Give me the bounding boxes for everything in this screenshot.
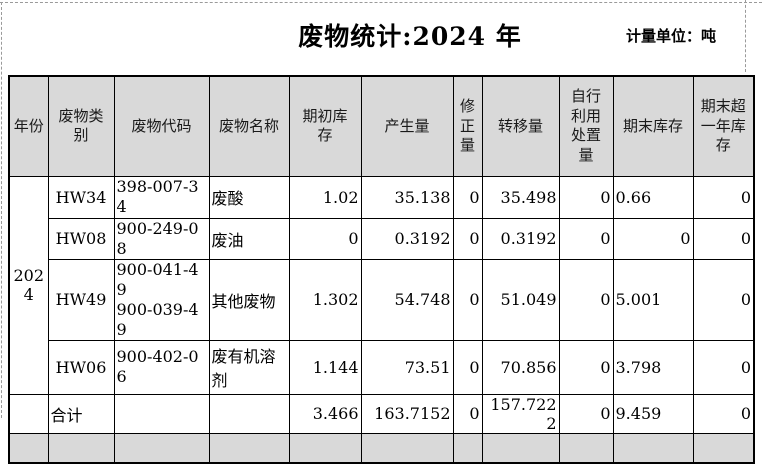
cell-total-transferred[interactable]: 157.7222 (481, 393, 560, 434)
header-self-disposal-amount[interactable]: 自行 利用 处置 量 (558, 75, 614, 177)
cell-closing[interactable]: 3.798 (612, 339, 694, 395)
header-waste-category[interactable]: 废物类 别 (47, 75, 115, 177)
cell-opening[interactable]: 1.302 (288, 258, 362, 341)
cell-opening[interactable]: 1.144 (288, 339, 362, 395)
cell-self-disposed[interactable]: 0 (558, 339, 614, 395)
print-area-top-dashed-line (0, 2, 762, 3)
cell-name[interactable]: 废酸 (208, 175, 290, 219)
cell-closing-over-one-year[interactable]: 0 (692, 339, 755, 395)
cell-category[interactable]: HW06 (47, 339, 115, 395)
cell-closing[interactable]: 0 (612, 217, 694, 260)
table-row: HW06 900-402-06 废有机溶剂 1.144 73.51 0 70.8… (9, 339, 755, 395)
cell-corrected[interactable]: 0 (452, 175, 483, 219)
cell-total-opening[interactable]: 3.466 (288, 393, 362, 434)
cell-closing[interactable]: 5.001 (612, 258, 694, 341)
table-row: HW08 900-249-08 废油 0 0.3192 0 0.3192 0 0… (9, 217, 755, 260)
cell-code[interactable]: 900-041-49 900-039-49 (113, 258, 210, 341)
page-break-dashed-line (745, 0, 746, 72)
cell-category[interactable]: HW08 (47, 217, 115, 260)
cell-generated[interactable]: 35.138 (360, 175, 454, 219)
empty-cell[interactable] (360, 432, 454, 464)
header-transferred-amount[interactable]: 转移量 (481, 75, 560, 177)
cell-opening[interactable]: 0 (288, 217, 362, 260)
empty-cell[interactable] (208, 432, 290, 464)
cell-total-corrected[interactable]: 0 (452, 393, 483, 434)
cell-code[interactable]: 900-249-08 (113, 217, 210, 260)
empty-cell[interactable] (288, 432, 362, 464)
cell-name[interactable]: 其他废物 (208, 258, 290, 341)
cell-generated[interactable]: 0.3192 (360, 217, 454, 260)
cell-total-self-disposed[interactable]: 0 (558, 393, 614, 434)
cell-corrected[interactable]: 0 (452, 258, 483, 341)
header-correction-amount[interactable]: 修 正 量 (452, 75, 483, 177)
cell-opening[interactable]: 1.02 (288, 175, 362, 219)
cell-corrected[interactable]: 0 (452, 339, 483, 395)
unit-label: 计量单位：吨 (626, 27, 717, 45)
cell-generated[interactable]: 73.51 (360, 339, 454, 395)
cell-closing-over-one-year[interactable]: 0 (692, 217, 755, 260)
cell-closing-over-one-year[interactable]: 0 (692, 175, 755, 219)
empty-cell[interactable] (558, 432, 614, 464)
empty-cell[interactable] (452, 432, 483, 464)
header-closing-over-one-year[interactable]: 期末超 一年库 存 (692, 75, 755, 177)
header-closing-stock[interactable]: 期末库存 (612, 75, 694, 177)
header-waste-code[interactable]: 废物代码 (113, 75, 210, 177)
empty-cell[interactable] (47, 432, 115, 464)
table-row: HW49 900-041-49 900-039-49 其他废物 1.302 54… (9, 258, 755, 341)
cell-closing-over-one-year[interactable]: 0 (692, 258, 755, 341)
header-year[interactable]: 年份 (8, 75, 49, 177)
empty-cell[interactable] (8, 432, 49, 464)
total-row: 合计 3.466 163.7152 0 157.7222 0 9.459 0 (8, 393, 755, 434)
cell-closing[interactable]: 0.66 (612, 175, 694, 219)
header-generated-amount[interactable]: 产生量 (360, 75, 454, 177)
cell-name[interactable]: 废油 (208, 217, 290, 260)
cell-name[interactable]: 废有机溶剂 (208, 339, 290, 395)
cell-generated[interactable]: 54.748 (360, 258, 454, 341)
cell-total-closing[interactable]: 9.459 (612, 393, 694, 434)
cell-self-disposed[interactable]: 0 (558, 217, 614, 260)
cell-code[interactable]: 398-007-34 (113, 175, 210, 219)
cell-self-disposed[interactable]: 0 (558, 258, 614, 341)
header-waste-name[interactable]: 废物名称 (208, 75, 290, 177)
cell-total-closing-over-one-year[interactable]: 0 (692, 393, 755, 434)
cell-total-generated[interactable]: 163.7152 (360, 393, 454, 434)
empty-cell[interactable] (481, 432, 560, 464)
page-title: 废物统计:2024 年 (298, 22, 522, 51)
empty-cell[interactable] (692, 432, 755, 464)
empty-bottom-row (8, 432, 755, 464)
cell-total-label[interactable]: 合计 (47, 393, 115, 434)
cell-corrected[interactable]: 0 (452, 217, 483, 260)
cell-year[interactable]: 2024 (8, 175, 49, 395)
header-row: 年份 废物类 别 废物代码 废物名称 期初库 存 产生量 修 正 量 转移量 自… (8, 75, 755, 177)
cell-transferred[interactable]: 0.3192 (481, 217, 560, 260)
cell-transferred[interactable]: 51.049 (481, 258, 560, 341)
header-opening-stock[interactable]: 期初库 存 (288, 75, 362, 177)
cell-transferred[interactable]: 70.856 (481, 339, 560, 395)
table-row: 2024 HW34 398-007-34 废酸 1.02 35.138 0 35… (8, 175, 755, 395)
cell-self-disposed[interactable]: 0 (558, 175, 614, 219)
print-area-left-dashed-line (1, 2, 2, 418)
cell-category[interactable]: HW49 (47, 258, 115, 341)
cell-code-empty[interactable] (113, 393, 210, 434)
waste-statistics-table: 年份 废物类 别 废物代码 废物名称 期初库 存 产生量 修 正 量 转移量 自… (8, 75, 755, 464)
cell-code[interactable]: 900-402-06 (113, 339, 210, 395)
cell-category[interactable]: HW34 (47, 175, 115, 219)
empty-cell[interactable] (113, 432, 210, 464)
cell-year-empty[interactable] (8, 393, 49, 434)
empty-cell[interactable] (612, 432, 694, 464)
cell-transferred[interactable]: 35.498 (481, 175, 560, 219)
cell-name-empty[interactable] (208, 393, 290, 434)
